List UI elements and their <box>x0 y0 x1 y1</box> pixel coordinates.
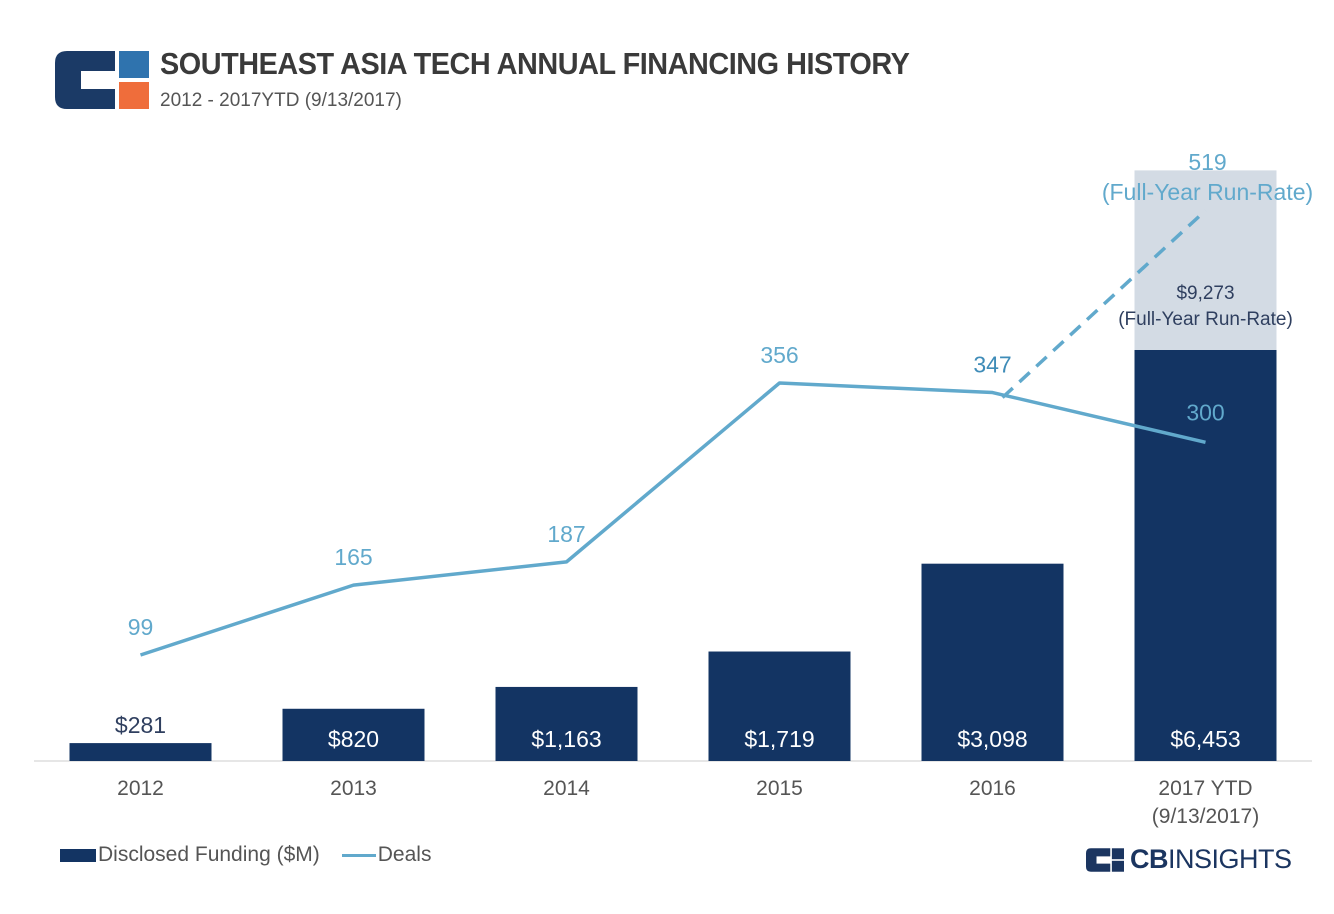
x-tick-label: 2015 <box>756 777 803 800</box>
legend-label-deals: Deals <box>378 843 432 867</box>
bar-value-label: $820 <box>328 726 379 752</box>
bar-value-label: $1,719 <box>744 726 814 752</box>
x-tick-label: 2014 <box>543 777 590 800</box>
deal-value-label: 187 <box>547 521 585 547</box>
bar-value-label: $281 <box>115 712 166 738</box>
deal-value-label: 347 <box>973 352 1011 378</box>
deal-value-label: 165 <box>334 544 372 570</box>
legend-swatch-deals <box>342 854 376 857</box>
x-tick-sublabel: (9/13/2017) <box>1152 805 1259 828</box>
run-rate-funding-note: (Full-Year Run-Rate) <box>1118 309 1293 330</box>
bar-2012 <box>70 743 212 761</box>
brand-wordmark: CBINSIGHTS <box>1130 844 1292 875</box>
brand-logo-icon <box>1086 847 1124 873</box>
run-rate-deals-label: 519 <box>1188 149 1226 175</box>
deal-value-label: 356 <box>760 342 798 368</box>
deal-value-label: 300 <box>1186 399 1224 425</box>
legend: Disclosed Funding ($M) Deals <box>60 843 431 867</box>
bar-value-label: $1,163 <box>531 726 601 752</box>
run-rate-deals-note: (Full-Year Run-Rate) <box>1102 179 1313 205</box>
x-tick-label: 2012 <box>117 777 164 800</box>
legend-swatch-funding <box>60 849 96 862</box>
brand-watermark: CBINSIGHTS <box>1086 844 1292 875</box>
x-tick-label: 2016 <box>969 777 1016 800</box>
bar-value-label: $6,453 <box>1170 726 1240 752</box>
legend-label-funding: Disclosed Funding ($M) <box>98 843 320 867</box>
run-rate-funding-label: $9,273 <box>1176 283 1234 304</box>
x-tick-label: 2017 YTD <box>1158 777 1252 800</box>
deal-value-label: 99 <box>128 614 154 640</box>
x-tick-label: 2013 <box>330 777 377 800</box>
bar-value-label: $3,098 <box>957 726 1027 752</box>
